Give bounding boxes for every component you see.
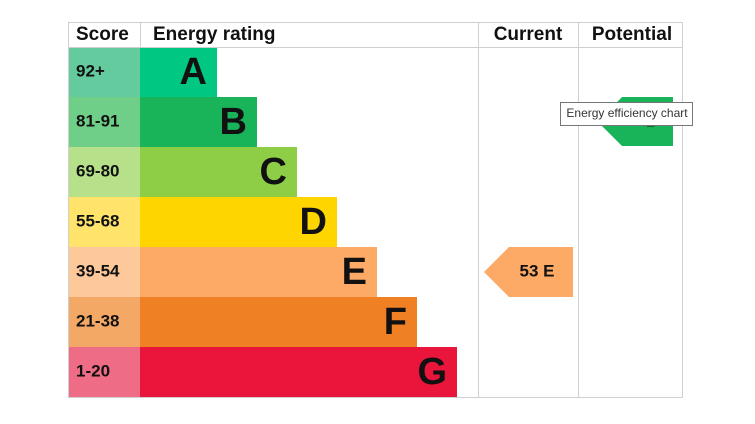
score-cell (68, 297, 140, 347)
tooltip-box (560, 102, 693, 126)
score-cell (68, 197, 140, 247)
header-potential: Potential (592, 24, 672, 45)
rating-bar (140, 47, 217, 97)
header-rating: Energy rating (153, 24, 275, 45)
rating-bar (140, 97, 257, 147)
rating-letter: F (384, 301, 407, 343)
rating-letter: D (300, 201, 327, 243)
score-label: 21-38 (76, 311, 119, 330)
rating-letter: B (220, 101, 247, 143)
score-label: 1-20 (76, 361, 110, 380)
header-score: Score (76, 24, 129, 45)
score-cell (68, 47, 140, 97)
current-arrow (484, 247, 573, 297)
rating-letter: C (260, 151, 287, 193)
header-current: Current (494, 24, 563, 45)
score-label: 69-80 (76, 161, 119, 180)
score-cell (68, 347, 140, 397)
rating-letter: E (342, 251, 367, 293)
rating-bar (140, 247, 377, 297)
score-cell (68, 247, 140, 297)
rating-rows: 92+ A 81-91 B 69-80 C 55-68 D 39-54 E 21-38 F 1-20 G (68, 47, 457, 397)
rating-letter: A (180, 51, 207, 93)
rating-letter: G (417, 351, 447, 393)
rating-bar (140, 197, 337, 247)
score-cell (68, 97, 140, 147)
score-label: 92+ (76, 61, 105, 80)
current-label: 53 E (520, 261, 555, 280)
rating-bar (140, 297, 417, 347)
grid (68, 22, 683, 398)
score-label: 55-68 (76, 211, 119, 230)
score-label: 39-54 (76, 261, 120, 280)
rating-bar (140, 347, 457, 397)
tooltip-text: Energy efficiency chart (566, 106, 688, 120)
score-cell (68, 147, 140, 197)
rating-bar (140, 147, 297, 197)
score-label: 81-91 (76, 111, 119, 130)
table-border (68, 22, 683, 398)
